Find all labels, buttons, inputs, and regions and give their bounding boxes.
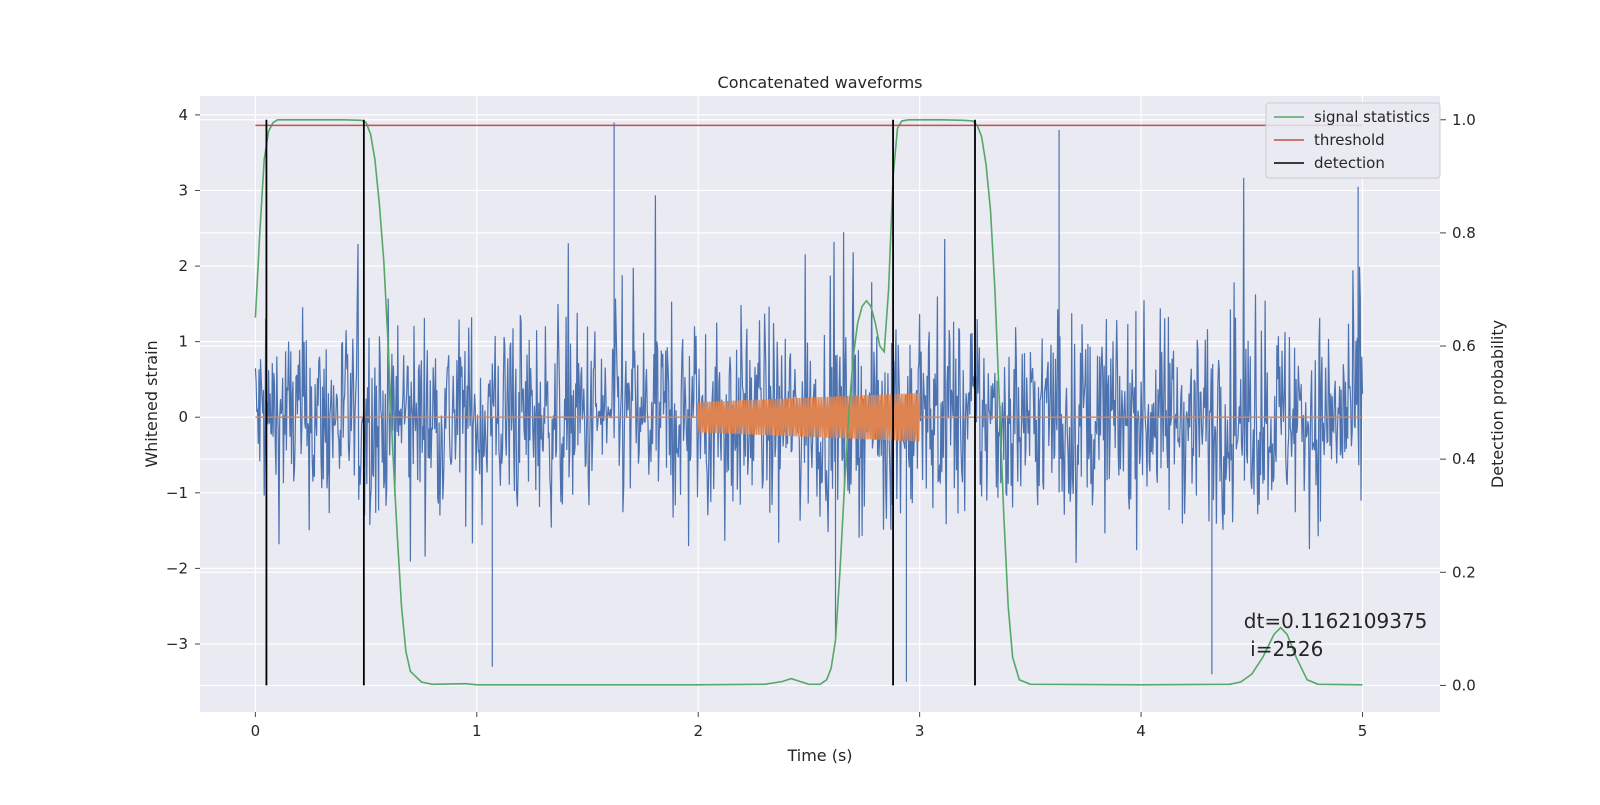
y-right-axis-label: Detection probability xyxy=(1488,320,1507,488)
x-tick-label: 1 xyxy=(472,722,482,740)
y-right-tick-label: 0.6 xyxy=(1452,337,1476,355)
y-tick-label: 0 xyxy=(178,408,188,426)
series-detection xyxy=(265,119,976,686)
y-tick-label: −2 xyxy=(166,559,188,577)
x-axis-ticks: 0 1 2 3 4 5 xyxy=(251,712,1368,740)
x-tick-label: 2 xyxy=(693,722,703,740)
legend-label-threshold: threshold xyxy=(1314,131,1385,149)
y-tick-label: −1 xyxy=(166,484,188,502)
annotation-dt: dt=0.1162109375 xyxy=(1244,609,1428,633)
annotation-index: i=2526 xyxy=(1244,637,1324,661)
y-tick-label: 1 xyxy=(178,333,188,351)
y-right-tick-label: 0.4 xyxy=(1452,450,1476,468)
x-tick-label: 0 xyxy=(251,722,261,740)
y-axis-label: Whitened strain xyxy=(142,340,161,467)
y-axis-ticks: −3 −2 −1 0 1 2 3 4 xyxy=(166,106,200,653)
x-tick-label: 4 xyxy=(1136,722,1146,740)
legend: signal statistics threshold detection xyxy=(1265,102,1441,179)
x-tick-label: 5 xyxy=(1358,722,1368,740)
chart-title: Concatenated waveforms xyxy=(718,73,923,92)
y-tick-label: 4 xyxy=(178,106,188,124)
y-right-axis-ticks: 0.0 0.2 0.4 0.6 0.8 1.0 xyxy=(1440,111,1476,694)
y-right-tick-label: 0.0 xyxy=(1452,676,1476,694)
y-tick-label: 3 xyxy=(178,181,188,199)
series-signal-statistics xyxy=(254,119,1363,686)
y-right-tick-label: 0.8 xyxy=(1452,224,1476,242)
plot-area xyxy=(254,119,1364,686)
legend-label-signal-statistics: signal statistics xyxy=(1314,108,1430,126)
series-injection xyxy=(255,392,1363,442)
legend-frame xyxy=(1265,102,1441,179)
y-tick-label: −3 xyxy=(166,635,188,653)
y-right-tick-label: 1.0 xyxy=(1452,111,1476,129)
y-right-tick-label: 0.2 xyxy=(1452,563,1476,581)
legend-label-detection: detection xyxy=(1314,154,1385,172)
x-axis-label: Time (s) xyxy=(786,746,852,765)
y-tick-label: 2 xyxy=(178,257,188,275)
x-tick-label: 3 xyxy=(915,722,925,740)
